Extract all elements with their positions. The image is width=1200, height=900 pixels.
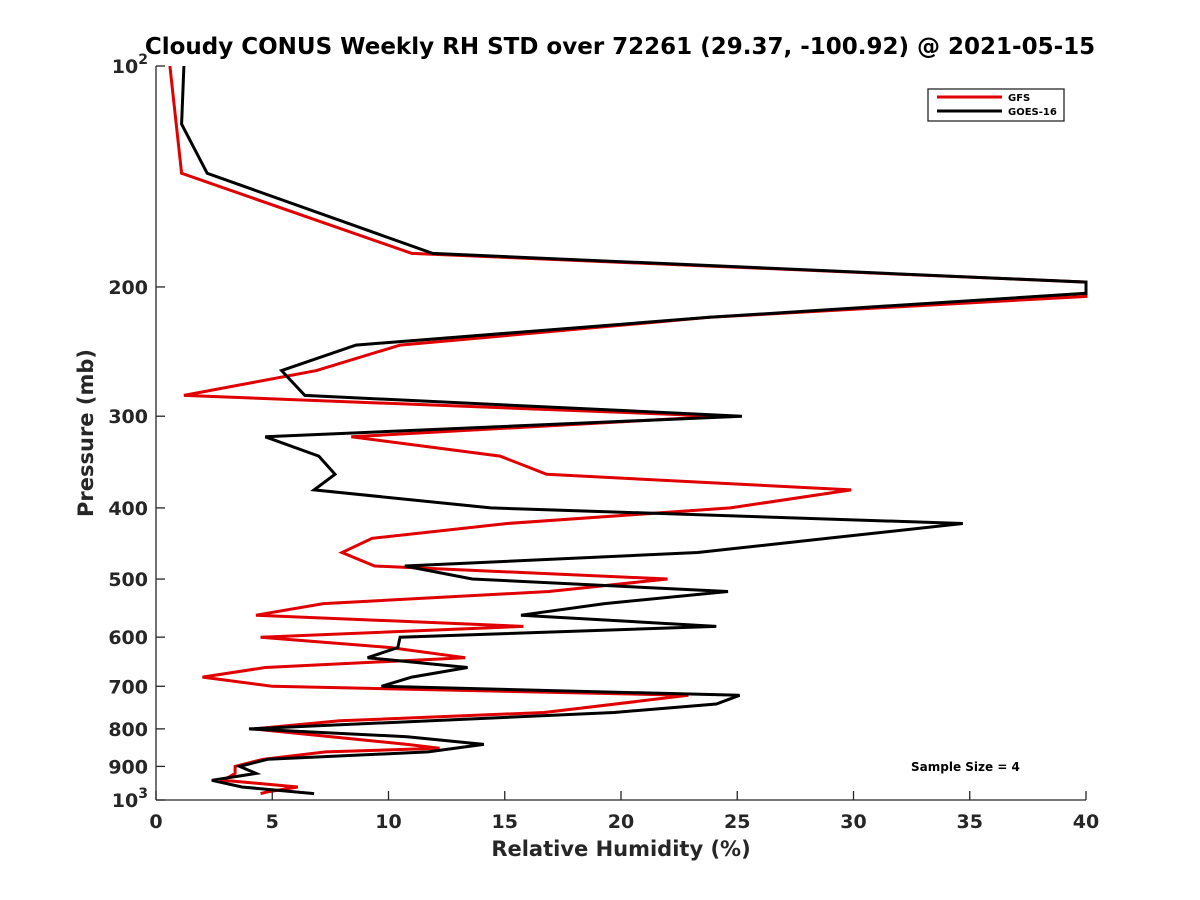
x-tick-label: 30 xyxy=(840,811,866,833)
series-line-gfs xyxy=(168,65,1088,796)
x-tick-label: 35 xyxy=(957,811,983,833)
y-tick-label: 500 xyxy=(108,569,148,591)
x-tick-label: 15 xyxy=(492,811,518,833)
y-tick-label: 102 xyxy=(112,52,148,78)
y-tick-label: 700 xyxy=(108,676,148,698)
x-tick-label: 5 xyxy=(266,811,279,833)
legend-label-gfs: GFS xyxy=(1008,93,1030,104)
y-tick-label: 103 xyxy=(112,786,148,812)
x-tick-label: 10 xyxy=(375,811,401,833)
series-line-goes-16 xyxy=(180,65,1088,796)
legend: GFS GOES-16 xyxy=(927,88,1065,122)
x-tick-label: 40 xyxy=(1073,811,1099,833)
y-tick-label: 200 xyxy=(108,277,148,299)
legend-label-goes16: GOES-16 xyxy=(1008,107,1057,118)
y-tick-label: 800 xyxy=(108,719,148,741)
x-axis-ticks: 0 5 10 15 20 25 30 35 40 xyxy=(149,791,1099,833)
series-layer xyxy=(168,65,1088,796)
legend-box xyxy=(927,88,1065,122)
x-tick-label: 25 xyxy=(724,811,750,833)
y-tick-label: 300 xyxy=(108,406,148,428)
y-tick-label: 900 xyxy=(108,756,148,778)
chart-title: Cloudy CONUS Weekly RH STD over 72261 (2… xyxy=(145,34,1095,60)
y-axis-label: Pressure (mb) xyxy=(74,349,98,517)
y-tick-label: 600 xyxy=(108,627,148,649)
x-tick-label: 0 xyxy=(149,811,162,833)
x-tick-label: 20 xyxy=(608,811,634,833)
y-axis-ticks: 102 200 300 400 500 600 700 800 900 103 xyxy=(108,52,165,812)
x-axis-label: Relative Humidity (%) xyxy=(491,837,750,861)
sample-size-annotation: Sample Size = 4 xyxy=(911,760,1020,774)
plot-area: 0 5 10 15 20 25 30 35 40 102 200 300 400 500 600 700 80… xyxy=(108,52,1099,833)
y-tick-label: 400 xyxy=(108,498,148,520)
